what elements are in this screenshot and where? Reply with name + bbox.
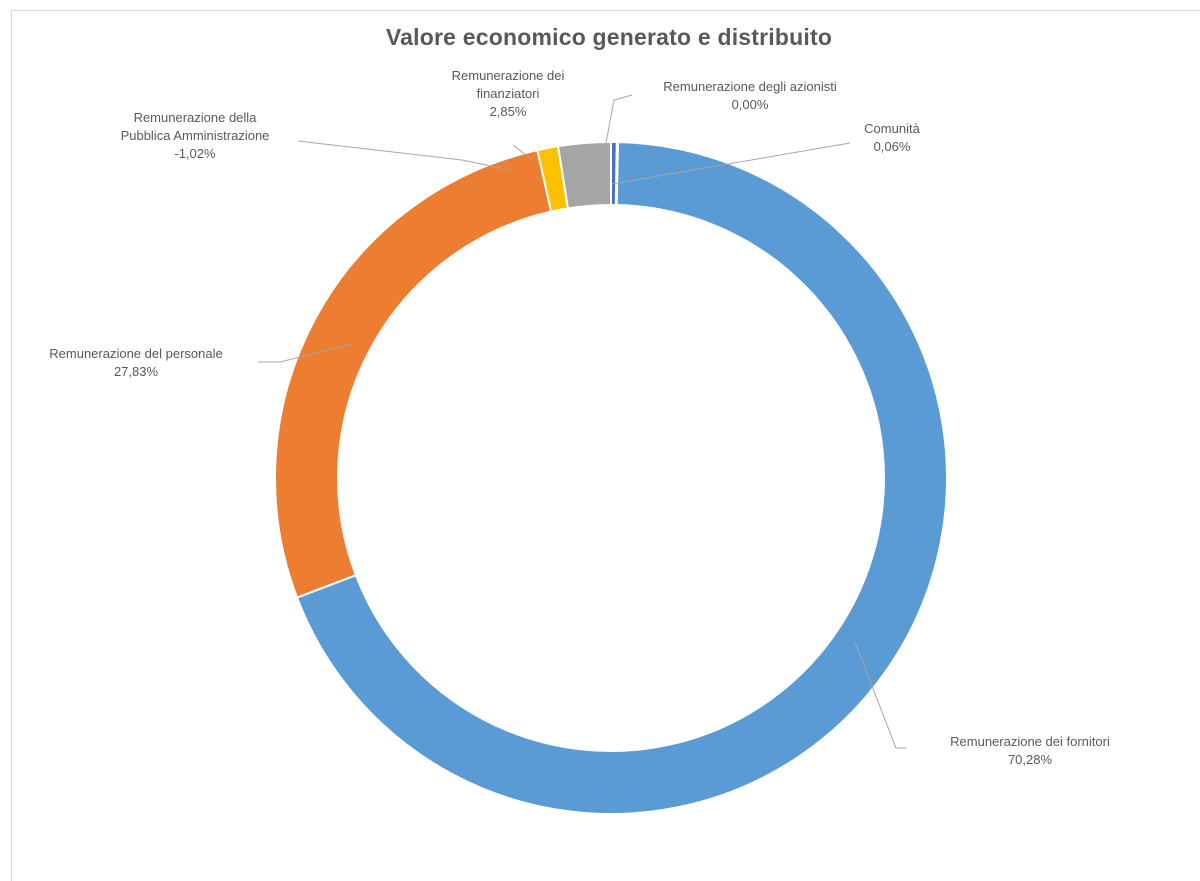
data-label-remunerazione-della-pubblica-amministrazione: Remunerazione della Pubblica Amministrazi… bbox=[121, 110, 270, 161]
data-label-remunerazione-dei-fornitori: Remunerazione dei fornitori 70,28% bbox=[950, 734, 1110, 767]
slice-remunerazione-del-personale bbox=[274, 148, 553, 599]
data-label-remunerazione-dei-finanziatori: Remunerazione dei finanziatori 2,85% bbox=[452, 68, 565, 119]
leader-line-remunerazione-della-pubblica-amministrazione bbox=[297, 140, 511, 171]
leader-line-remunerazione-del-personale bbox=[258, 343, 353, 363]
leader-line-remunerazione-degli-azionisti bbox=[603, 94, 633, 155]
data-label-remunerazione-del-personale: Remunerazione del personale 27,83% bbox=[49, 346, 222, 379]
data-label-comunita: Comunità 0,06% bbox=[864, 121, 920, 154]
leader-line-remunerazione-dei-finanziatori bbox=[512, 144, 533, 161]
leader-line-remunerazione-dei-fornitori bbox=[854, 641, 906, 749]
slice-remunerazione-degli-azionisti bbox=[610, 140, 618, 207]
chart-area bbox=[11, 10, 1200, 881]
chart-title: Valore economico generato e distribuito bbox=[385, 24, 833, 50]
data-label-remunerazione-degli-azionisti: Remunerazione degli azionisti 0,00% bbox=[663, 79, 837, 112]
slice-remunerazione-dei-fornitori bbox=[295, 141, 948, 815]
leader-line-comunita bbox=[611, 142, 851, 185]
slice-remunerazione-dei-finanziatori bbox=[556, 140, 612, 210]
